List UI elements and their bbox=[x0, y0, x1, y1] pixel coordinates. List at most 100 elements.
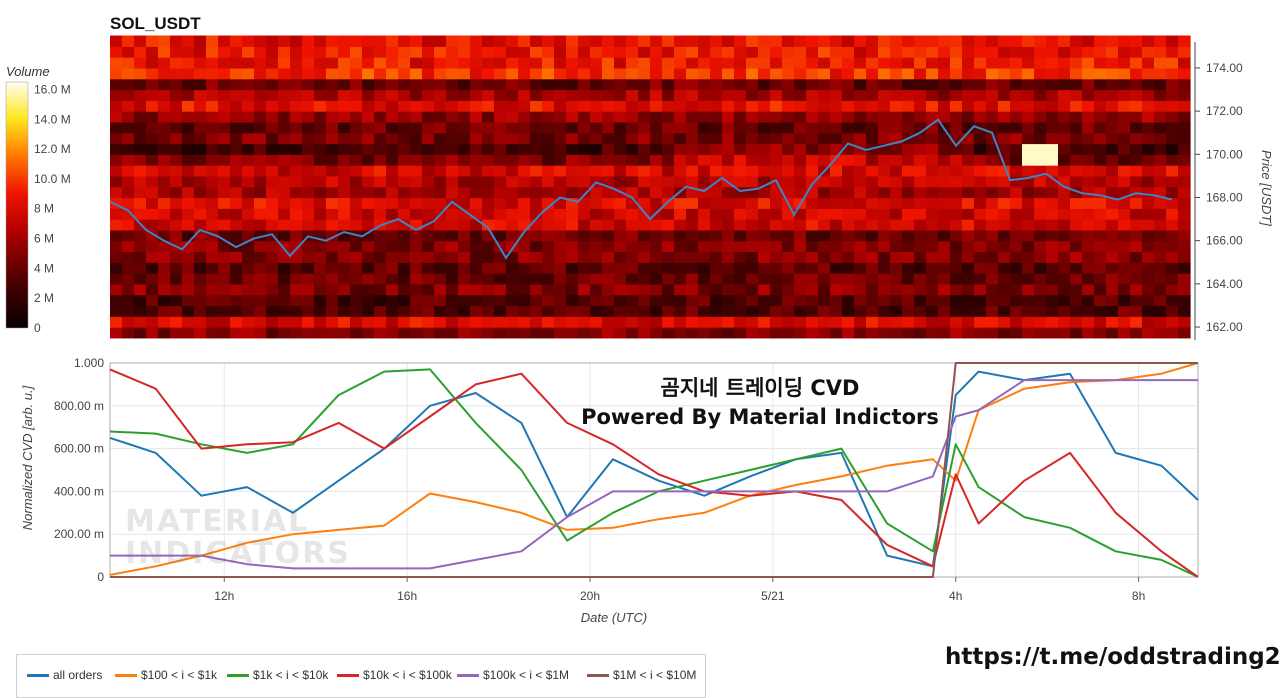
heatmap-cell bbox=[782, 251, 795, 263]
heatmap-cell bbox=[446, 46, 459, 58]
heatmap-cell bbox=[1058, 240, 1071, 253]
legend-item[interactable]: $10k < i < $100k bbox=[337, 668, 452, 682]
heatmap-cell bbox=[950, 294, 963, 307]
heatmap-cell bbox=[338, 100, 351, 112]
heatmap-cell bbox=[1166, 121, 1179, 134]
heatmap-cell bbox=[710, 121, 723, 134]
heatmap-cell bbox=[1034, 240, 1047, 253]
heatmap-cell bbox=[1010, 154, 1023, 166]
heatmap-cell bbox=[818, 294, 831, 307]
heatmap-cell bbox=[1022, 305, 1035, 317]
heatmap-cell bbox=[482, 229, 495, 242]
heatmap-cell bbox=[422, 305, 435, 317]
heatmap-cell bbox=[1010, 100, 1023, 112]
legend-item[interactable]: $1M < i < $10M bbox=[587, 668, 696, 682]
heatmap-cell bbox=[134, 78, 147, 91]
heatmap-cell bbox=[566, 327, 579, 339]
heatmap-cell bbox=[578, 132, 591, 145]
heatmap-cell bbox=[686, 219, 699, 231]
heatmap-cell bbox=[710, 165, 723, 177]
heatmap-cell bbox=[1022, 294, 1035, 307]
heatmap-cell bbox=[374, 283, 387, 296]
heatmap-cell bbox=[686, 208, 699, 220]
heatmap-cell bbox=[590, 78, 603, 91]
cvd-y-axis-title: Normalized CVD [arb. u.] bbox=[20, 385, 35, 530]
heatmap-cell bbox=[998, 283, 1011, 296]
heatmap-cell bbox=[734, 78, 747, 91]
heatmap-cell bbox=[614, 154, 627, 166]
heatmap-cell bbox=[122, 100, 135, 112]
heatmap-cell bbox=[302, 78, 315, 91]
heatmap-cell bbox=[698, 316, 711, 328]
heatmap-cell bbox=[398, 35, 411, 47]
heatmap-cell bbox=[854, 251, 867, 263]
heatmap-cell bbox=[194, 57, 207, 69]
heatmap-cell bbox=[950, 219, 963, 231]
heatmap-cell bbox=[398, 132, 411, 145]
heatmap-cell bbox=[614, 67, 627, 80]
heatmap-cell bbox=[1022, 186, 1035, 199]
heatmap-cell bbox=[1118, 186, 1131, 199]
heatmap-cell bbox=[1082, 197, 1095, 209]
heatmap-cell bbox=[350, 46, 363, 58]
heatmap-cell bbox=[1022, 132, 1035, 145]
legend-item[interactable]: $100 < i < $1k bbox=[115, 668, 217, 682]
heatmap-cell bbox=[866, 35, 879, 47]
heatmap-cell bbox=[1094, 316, 1107, 328]
heatmap-cell bbox=[1046, 46, 1059, 58]
heatmap-cell bbox=[242, 46, 255, 58]
heatmap-cell bbox=[794, 175, 807, 188]
heatmap-cell bbox=[482, 67, 495, 80]
heatmap-cell bbox=[1178, 219, 1191, 231]
heatmap-cell bbox=[1130, 89, 1143, 101]
heatmap-cell bbox=[1142, 154, 1155, 166]
legend-item[interactable]: $100k < i < $1M bbox=[457, 668, 569, 682]
heatmap-cell bbox=[710, 197, 723, 209]
heatmap-cell bbox=[182, 132, 195, 145]
heatmap-cell bbox=[446, 262, 459, 274]
heatmap-cell bbox=[914, 197, 927, 209]
heatmap-cell bbox=[314, 294, 327, 307]
heatmap-cell bbox=[1118, 327, 1131, 339]
heatmap-cell bbox=[794, 67, 807, 80]
heatmap-cell bbox=[1034, 121, 1047, 134]
heatmap-cell bbox=[338, 283, 351, 296]
heatmap-cell bbox=[818, 46, 831, 58]
heatmap-cell bbox=[362, 57, 375, 69]
heatmap-cell bbox=[854, 89, 867, 101]
heatmap-cell bbox=[338, 197, 351, 209]
legend-item[interactable]: $1k < i < $10k bbox=[227, 668, 328, 682]
heatmap-cell bbox=[1010, 229, 1023, 242]
heatmap-cell bbox=[890, 273, 903, 285]
heatmap-cell bbox=[686, 132, 699, 145]
heatmap-cell bbox=[218, 132, 231, 145]
heatmap-cell bbox=[758, 154, 771, 166]
heatmap-cell bbox=[698, 283, 711, 296]
telegram-link[interactable]: https://t.me/oddstrading2 bbox=[945, 644, 1280, 670]
heatmap-cell bbox=[830, 219, 843, 231]
heatmap-cell bbox=[506, 219, 519, 231]
heatmap-cell bbox=[182, 175, 195, 188]
heatmap-cell bbox=[422, 197, 435, 209]
price-tick-label: 170.00 bbox=[1206, 147, 1243, 161]
heatmap-cell bbox=[662, 197, 675, 209]
heatmap-cell bbox=[830, 240, 843, 253]
heatmap-cell bbox=[830, 294, 843, 307]
heatmap-cell bbox=[470, 67, 483, 80]
heatmap-cell bbox=[326, 100, 339, 112]
heatmap-cell bbox=[530, 165, 543, 177]
heatmap-cell bbox=[770, 327, 783, 339]
heatmap-cell bbox=[458, 305, 471, 317]
heatmap-cell bbox=[1082, 229, 1095, 242]
heatmap-cell bbox=[458, 46, 471, 58]
heatmap-cell bbox=[1046, 283, 1059, 296]
heatmap-cell bbox=[470, 240, 483, 253]
heatmap-cell bbox=[1070, 121, 1083, 134]
heatmap-cell bbox=[1010, 208, 1023, 220]
heatmap-cell bbox=[1178, 57, 1191, 69]
heatmap-cell bbox=[1130, 35, 1143, 47]
legend-item[interactable]: all orders bbox=[27, 668, 102, 682]
heatmap-cell bbox=[806, 111, 819, 123]
heatmap-cell bbox=[146, 165, 159, 177]
heatmap-cell bbox=[938, 143, 951, 155]
